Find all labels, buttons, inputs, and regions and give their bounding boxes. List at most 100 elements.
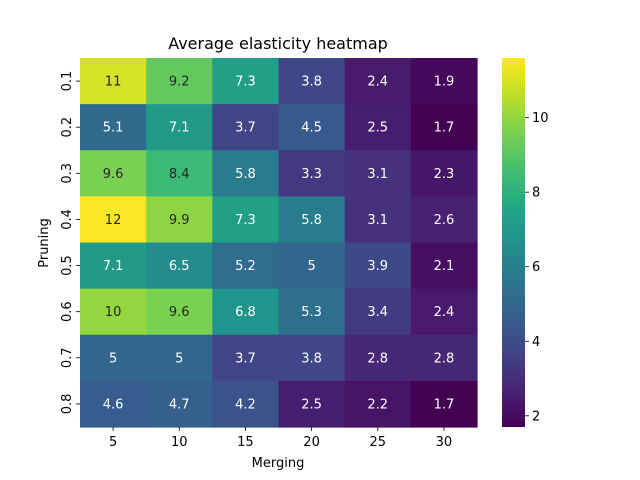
cell-value-label: 1.7 xyxy=(434,397,455,412)
cell-value-label: 10 xyxy=(105,305,122,320)
cell-value-label: 9.2 xyxy=(169,75,190,90)
cell-value-label: 1.7 xyxy=(434,121,455,136)
heatmap-cell xyxy=(146,242,213,290)
heatmap-cell xyxy=(212,58,280,105)
cell-value-label: 11 xyxy=(105,75,122,90)
colorbar-tick-label: 4 xyxy=(532,335,540,350)
x-tick-label: 10 xyxy=(171,435,188,450)
heatmap-cells xyxy=(80,58,478,428)
heatmap-cell xyxy=(410,288,478,336)
cell-value-label: 2.2 xyxy=(367,397,388,412)
y-axis-label: Pruning xyxy=(37,218,52,268)
cell-value-label: 3.8 xyxy=(301,351,322,366)
y-tick-label: 0.6 xyxy=(60,301,75,322)
heatmap-cell xyxy=(410,58,478,105)
heatmap-cell xyxy=(278,380,346,428)
cell-value-label: 7.1 xyxy=(103,259,124,274)
cell-value-label: 5.2 xyxy=(235,259,256,274)
heatmap-cell xyxy=(278,58,346,105)
heatmap-cell xyxy=(212,104,280,151)
cell-value-label: 4.6 xyxy=(103,397,124,412)
cell-value-label: 5 xyxy=(175,351,183,366)
cell-value-label: 2.4 xyxy=(367,75,388,90)
x-axis-label: Merging xyxy=(252,456,305,471)
y-tick-label: 0.7 xyxy=(60,347,75,368)
cell-value-label: 3.1 xyxy=(367,213,388,228)
cell-value-label: 1.9 xyxy=(434,75,455,90)
cell-value-label: 7.1 xyxy=(169,121,190,136)
cell-value-label: 9.6 xyxy=(103,167,124,182)
heatmap-cell xyxy=(212,380,280,428)
y-tick-label: 0.8 xyxy=(60,394,75,415)
heatmap-cell xyxy=(212,288,280,336)
cell-value-label: 12 xyxy=(105,213,122,228)
cell-value-label: 3.9 xyxy=(367,259,388,274)
cell-value-label: 5.8 xyxy=(301,213,322,228)
heatmap-cell xyxy=(278,196,346,244)
cell-value-label: 4.5 xyxy=(301,121,322,136)
heatmap-cell xyxy=(410,104,478,151)
cell-value-label: 9.6 xyxy=(169,305,190,320)
y-tick-label: 0.2 xyxy=(60,117,75,138)
x-tick-label: 30 xyxy=(436,435,453,450)
heatmap-cell xyxy=(410,334,478,382)
cell-value-label: 2.6 xyxy=(434,213,455,228)
cell-value-label: 3.7 xyxy=(235,121,256,136)
cell-value-label: 2.8 xyxy=(367,351,388,366)
heatmap-cell xyxy=(410,242,478,290)
y-tick-label: 0.5 xyxy=(60,255,75,276)
y-tick-label: 0.4 xyxy=(60,209,75,230)
heatmap-cell xyxy=(146,380,213,428)
heatmap-cell xyxy=(344,104,412,151)
heatmap-cell xyxy=(146,104,213,151)
cell-value-label: 3.7 xyxy=(235,351,256,366)
colorbar-tick-label: 8 xyxy=(532,186,540,201)
y-tick-label: 0.3 xyxy=(60,163,75,184)
heatmap-cell xyxy=(344,150,412,197)
x-axis-ticks: 5 10 15 20 25 30 xyxy=(109,427,452,450)
cell-value-label: 8.4 xyxy=(169,167,190,182)
heatmap-cell xyxy=(146,58,213,105)
heatmap-cell xyxy=(80,104,147,151)
heatmap-cell xyxy=(410,196,478,244)
cell-value-label: 2.3 xyxy=(434,167,455,182)
cell-value-label: 2.1 xyxy=(434,259,455,274)
chart-title: Average elasticity heatmap xyxy=(168,34,388,53)
heatmap-cell xyxy=(344,196,412,244)
heatmap-cell xyxy=(410,380,478,428)
cell-value-label: 5.3 xyxy=(301,305,322,320)
heatmap-cell xyxy=(146,150,213,197)
cell-value-label: 5 xyxy=(307,259,315,274)
heatmap-cell xyxy=(212,334,280,382)
heatmap-cell xyxy=(278,242,346,290)
cell-value-label: 6.5 xyxy=(169,259,190,274)
heatmap-cell xyxy=(80,242,147,290)
cell-value-label: 2.5 xyxy=(301,397,322,412)
cell-value-label: 3.3 xyxy=(301,167,322,182)
x-tick-label: 5 xyxy=(109,435,117,450)
heatmap-cell xyxy=(410,150,478,197)
heatmap-cell xyxy=(278,150,346,197)
heatmap-annotations: 11 9.2 7.3 3.8 2.4 1.9 5.1 7.1 3.7 4.5 2.5 1.7 9.6 8.… xyxy=(103,75,455,413)
heatmap-cell xyxy=(80,380,147,428)
heatmap-cell xyxy=(146,196,213,244)
heatmap-cell xyxy=(212,196,280,244)
colorbar xyxy=(502,58,525,427)
cell-value-label: 2.8 xyxy=(434,351,455,366)
colorbar-tick-label: 10 xyxy=(532,111,549,126)
cell-value-label: 5.1 xyxy=(103,121,124,136)
cell-value-label: 5.8 xyxy=(235,167,256,182)
cell-value-label: 4.7 xyxy=(169,397,190,412)
heatmap-cell xyxy=(278,288,346,336)
heatmap-cell xyxy=(344,288,412,336)
heatmap-cell xyxy=(212,242,280,290)
heatmap-cell xyxy=(344,58,412,105)
cell-value-label: 3.4 xyxy=(367,305,388,320)
y-axis-ticks: 0.1 0.2 0.3 0.4 0.5 0.6 0.7 0.8 xyxy=(60,71,80,415)
cell-value-label: 5 xyxy=(109,351,117,366)
heatmap-cell xyxy=(278,104,346,151)
heatmap-cell xyxy=(344,380,412,428)
heatmap-cell xyxy=(278,334,346,382)
heatmap-cell xyxy=(80,196,147,244)
